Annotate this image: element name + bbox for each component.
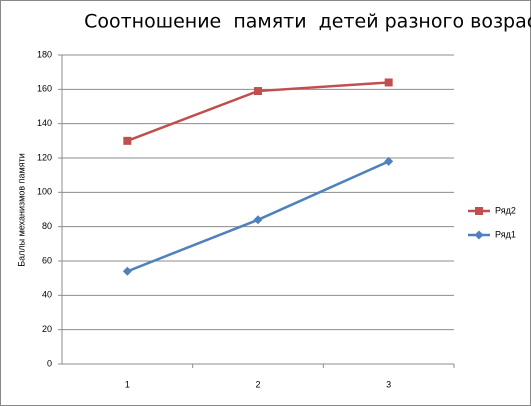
y-tick-label: 40 (42, 290, 52, 300)
legend-label: Ряд1 (495, 229, 516, 239)
chart-title: Соотношение памяти детей разного возраст… (84, 11, 531, 33)
x-tick-label: 3 (386, 379, 391, 389)
y-tick-label: 120 (37, 152, 52, 162)
y-tick-label: 100 (37, 187, 52, 197)
point-marker (384, 78, 393, 87)
y-tick-label: 160 (37, 84, 52, 94)
legend-marker (474, 230, 484, 240)
point-marker (122, 266, 132, 276)
point-marker (254, 87, 262, 96)
point-marker (384, 156, 394, 166)
y-axis-label: Баллы механизмов памяти (16, 153, 26, 266)
y-tick-label: 60 (42, 255, 52, 265)
point-marker (123, 136, 132, 145)
legend-marker (475, 207, 483, 215)
y-tick-label: 0 (47, 358, 52, 368)
legend-label: Ряд2 (495, 205, 516, 215)
y-tick-label: 80 (42, 221, 52, 231)
y-tick-label: 20 (42, 324, 52, 334)
y-tick-label: 140 (37, 118, 52, 128)
point-marker (253, 215, 263, 225)
x-tick-label: 2 (255, 379, 260, 389)
y-tick-label: 180 (37, 49, 52, 59)
x-tick-label: 1 (125, 379, 130, 389)
